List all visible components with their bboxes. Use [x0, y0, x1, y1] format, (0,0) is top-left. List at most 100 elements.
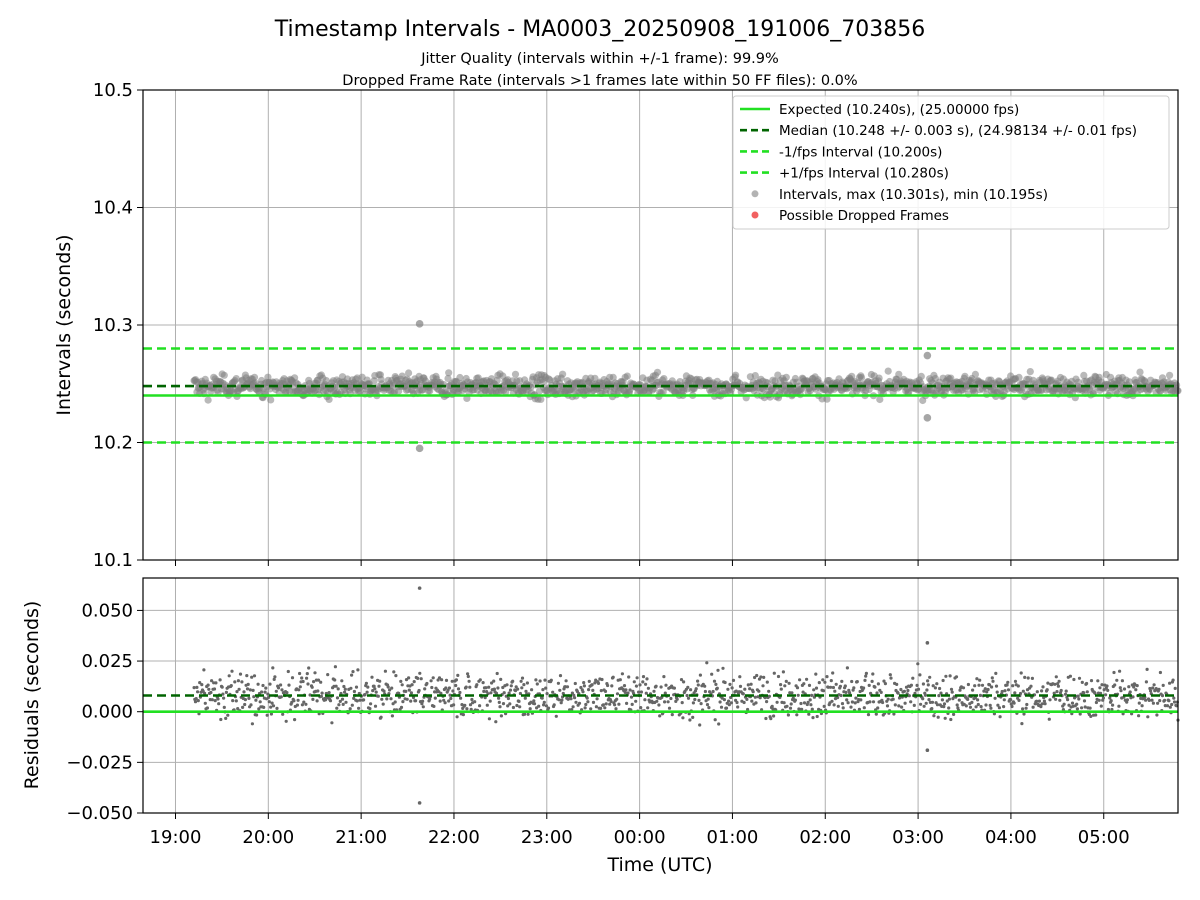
residual-point	[638, 683, 642, 687]
residual-point	[468, 685, 472, 689]
residual-point	[715, 686, 719, 690]
residual-point	[342, 684, 346, 689]
residual-point	[566, 697, 570, 701]
residual-point	[399, 705, 404, 710]
legend-box	[732, 95, 1170, 230]
residual-point	[594, 705, 599, 709]
residual-point	[822, 704, 826, 709]
residual-point	[376, 694, 380, 698]
residual-point	[682, 680, 686, 684]
residual-point	[577, 701, 582, 705]
residual-point	[352, 696, 356, 701]
residual-point	[1010, 704, 1014, 709]
residual-point	[973, 684, 977, 688]
residual-point	[645, 677, 649, 681]
residual-point	[654, 684, 658, 688]
residual-point	[625, 701, 629, 706]
residual-point	[431, 676, 435, 680]
residual-point	[357, 706, 361, 710]
residual-point	[939, 691, 943, 695]
residual-point	[450, 679, 454, 683]
residual-point	[235, 690, 239, 694]
residual-point	[451, 689, 455, 693]
residual-point	[870, 679, 874, 684]
residual-point	[801, 690, 805, 694]
residual-point	[378, 679, 382, 683]
intervals-y-tick-label: 10.2	[93, 433, 133, 454]
residual-point	[796, 693, 800, 697]
residual-point	[219, 717, 223, 722]
residual-point	[383, 669, 387, 673]
residual-point	[821, 678, 825, 682]
residual-point	[337, 703, 341, 707]
residual-point	[198, 681, 202, 685]
residual-point	[287, 683, 291, 687]
residual-point	[1021, 689, 1025, 693]
residual-point	[518, 705, 522, 709]
residual-point	[1101, 696, 1105, 700]
residual-point	[1125, 698, 1129, 702]
residual-point	[634, 699, 638, 703]
residual-point	[221, 692, 225, 696]
residual-point	[478, 678, 482, 682]
residual-point	[610, 684, 614, 688]
residual-point	[975, 677, 979, 681]
residual-point	[1104, 693, 1108, 697]
residual-point	[755, 673, 759, 678]
residual-point	[1099, 704, 1103, 708]
residual-point	[352, 689, 356, 694]
residual-point	[1080, 680, 1084, 685]
residual-point	[721, 666, 725, 670]
residual-point	[200, 683, 204, 687]
interval-point	[609, 373, 617, 381]
residual-point	[1097, 698, 1101, 702]
interval-point	[751, 372, 759, 380]
residual-point	[226, 713, 230, 717]
residual-point	[667, 706, 672, 710]
residual-point	[617, 702, 621, 706]
residual-point	[468, 703, 473, 707]
residuals-y-tick-label: 0.050	[81, 600, 133, 621]
residual-point	[419, 677, 423, 681]
residual-point	[589, 707, 593, 711]
residual-point	[560, 698, 564, 702]
residual-point	[978, 678, 982, 682]
residual-point	[248, 688, 252, 692]
residual-point	[903, 701, 907, 705]
residual-point	[447, 699, 451, 703]
residual-point	[823, 680, 827, 684]
residual-point	[984, 703, 988, 707]
residual-point	[757, 689, 761, 693]
residual-point	[776, 674, 781, 679]
residual-point	[933, 686, 938, 690]
interval-point	[591, 374, 599, 382]
residual-point	[1043, 702, 1047, 706]
residual-point	[889, 676, 893, 680]
residual-point	[1160, 694, 1165, 698]
residual-point	[1106, 688, 1110, 693]
residual-point	[1171, 678, 1175, 682]
residual-point	[699, 702, 703, 706]
residual-point	[250, 675, 254, 679]
residual-point	[862, 706, 866, 710]
residual-point	[272, 677, 276, 682]
residual-point	[463, 703, 467, 707]
residual-point	[570, 708, 574, 712]
residual-point	[324, 698, 328, 702]
residual-point	[831, 685, 836, 690]
residual-point	[407, 688, 411, 692]
residual-point	[1156, 701, 1160, 705]
residual-point	[532, 702, 537, 706]
residual-point	[564, 679, 568, 683]
residual-point	[227, 674, 231, 678]
residual-point	[343, 690, 347, 694]
residual-point	[1154, 687, 1158, 691]
residual-point	[421, 699, 425, 703]
residual-point	[218, 678, 222, 682]
residual-point	[976, 698, 980, 702]
residual-point	[1165, 704, 1170, 708]
residual-point	[237, 687, 241, 691]
residual-point	[249, 703, 253, 707]
residual-point	[843, 684, 847, 688]
residual-point	[298, 685, 302, 689]
